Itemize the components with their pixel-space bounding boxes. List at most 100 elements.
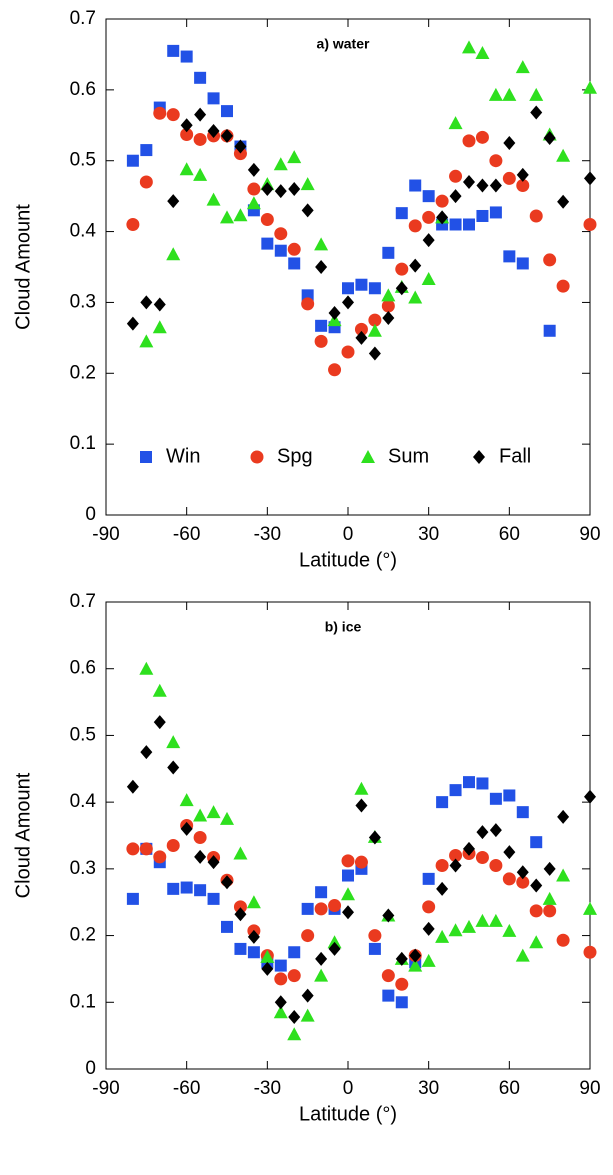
marker-square	[274, 244, 287, 257]
marker-square	[489, 792, 502, 805]
x-tick-label: -90	[92, 1078, 119, 1099]
marker-triangle	[287, 1027, 302, 1041]
y-tick-label: 0.7	[70, 8, 96, 29]
marker-triangle	[314, 968, 329, 982]
marker-diamond	[328, 941, 341, 956]
marker-circle	[475, 851, 489, 865]
marker-circle	[502, 872, 516, 886]
marker-triangle	[367, 323, 382, 337]
marker-diamond	[274, 184, 287, 199]
marker-square	[207, 892, 220, 905]
marker-triangle	[529, 935, 544, 949]
marker-diamond	[194, 107, 207, 122]
marker-square	[436, 796, 449, 809]
x-tick-label: -60	[173, 1078, 200, 1099]
marker-circle	[502, 171, 516, 185]
marker-triangle	[166, 247, 181, 261]
marker-triangle	[139, 661, 154, 675]
marker-square	[516, 257, 529, 270]
y-tick-label: 0.3	[70, 858, 96, 879]
marker-circle	[328, 363, 342, 377]
marker-diamond	[247, 929, 260, 944]
marker-triangle	[515, 60, 530, 74]
marker-triangle	[502, 87, 517, 101]
marker-circle	[408, 219, 422, 233]
marker-circle	[247, 182, 261, 196]
marker-circle	[462, 134, 476, 148]
marker-triangle	[488, 913, 503, 927]
marker-circle	[287, 242, 301, 256]
marker-diamond	[207, 855, 220, 870]
marker-diamond	[355, 798, 368, 813]
marker-circle	[449, 169, 463, 183]
marker-square	[476, 777, 489, 790]
x-tick-label: 90	[579, 1078, 600, 1099]
marker-circle	[314, 334, 328, 348]
marker-square	[288, 257, 301, 270]
marker-diamond	[543, 131, 556, 146]
marker-triangle	[220, 210, 234, 224]
legend-marker	[473, 450, 485, 464]
legend-marker	[361, 450, 375, 463]
marker-square	[395, 996, 408, 1009]
marker-diamond	[180, 118, 193, 133]
y-tick-label: 0.7	[70, 591, 96, 612]
y-axis-label: Cloud Amount	[12, 204, 34, 330]
marker-triangle	[462, 919, 476, 933]
marker-square	[382, 989, 395, 1002]
y-tick-label: 0.5	[70, 724, 96, 745]
marker-diamond	[126, 316, 139, 331]
marker-diamond	[342, 295, 354, 310]
marker-circle	[139, 842, 153, 856]
x-axis-label: Latitude (°)	[299, 549, 397, 571]
marker-triangle	[421, 953, 436, 967]
legend-label: Win	[166, 445, 200, 467]
x-tick-label: -60	[173, 524, 200, 545]
marker-square	[382, 246, 395, 259]
marker-circle	[435, 859, 449, 873]
marker-diamond	[234, 139, 247, 154]
marker-square	[194, 71, 207, 84]
y-tick-label: 0.1	[70, 433, 96, 454]
marker-circle	[274, 227, 288, 241]
marker-square	[422, 872, 435, 885]
marker-diamond	[301, 988, 314, 1003]
x-tick-label: -30	[254, 524, 281, 545]
marker-triangle	[583, 80, 597, 94]
marker-circle	[529, 904, 543, 918]
marker-diamond	[557, 194, 570, 209]
marker-triangle	[488, 87, 503, 101]
marker-triangle	[448, 923, 463, 937]
marker-circle	[180, 127, 194, 141]
marker-square	[530, 836, 543, 849]
marker-diamond	[584, 789, 596, 804]
marker-circle	[301, 929, 315, 943]
marker-square	[207, 92, 220, 105]
marker-triangle	[179, 162, 194, 176]
marker-square	[301, 902, 314, 915]
marker-diamond	[449, 858, 462, 873]
marker-diamond	[167, 760, 180, 775]
marker-circle	[341, 854, 355, 868]
marker-diamond	[288, 1009, 301, 1024]
marker-circle	[556, 279, 570, 293]
marker-diamond	[463, 841, 475, 856]
marker-diamond	[368, 346, 381, 361]
marker-diamond	[409, 948, 422, 963]
marker-diamond	[234, 907, 247, 922]
marker-triangle	[515, 948, 530, 962]
marker-diamond	[382, 311, 395, 326]
marker-square	[261, 237, 274, 250]
marker-diamond	[463, 174, 475, 189]
x-tick-label: 90	[579, 524, 600, 545]
marker-diamond	[328, 306, 341, 321]
marker-square	[409, 179, 422, 192]
marker-diamond	[274, 995, 287, 1010]
marker-circle	[354, 855, 368, 869]
marker-square	[395, 207, 408, 220]
marker-triangle	[273, 157, 288, 171]
marker-circle	[233, 900, 247, 914]
marker-triangle	[435, 929, 450, 943]
marker-circle	[381, 969, 395, 983]
marker-circle	[583, 217, 597, 231]
